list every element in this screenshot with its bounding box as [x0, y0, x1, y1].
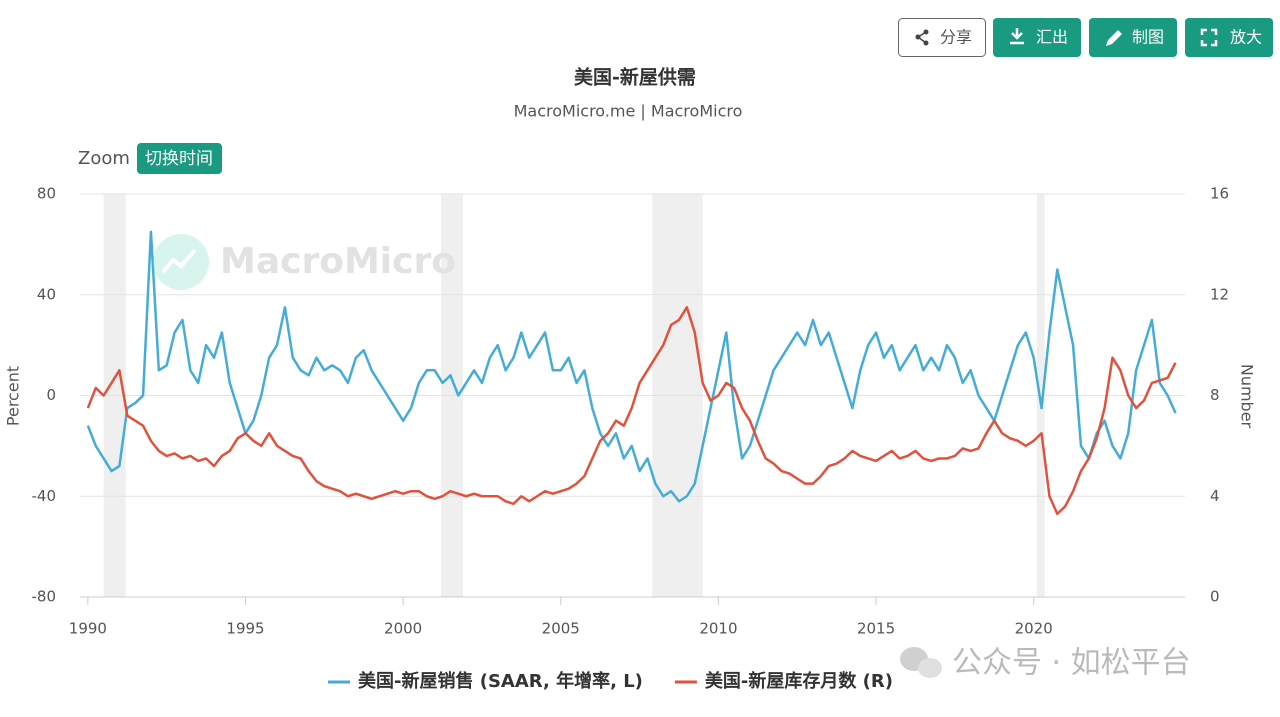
y2-tick-label: 8: [1210, 386, 1220, 404]
footer-watermark: 公众号 · 如松平台: [952, 646, 1191, 681]
x-tick-label: 2010: [699, 620, 737, 638]
export-button[interactable]: 汇出: [993, 18, 1081, 57]
y2-tick-label: 16: [1210, 185, 1229, 203]
x-tick-label: 2000: [384, 620, 422, 638]
chart-title: 美国-新屋供需: [574, 66, 696, 89]
x-tick-label: 2020: [1015, 620, 1053, 638]
plot: -80 -40 0 40 80 0 4 8 12 16 1990 1995 2000 2005 2010 20…: [32, 185, 1230, 638]
zoom-button[interactable]: [137, 143, 222, 174]
y2-axis-label: Number: [1238, 364, 1257, 429]
x-tick-label: 1995: [226, 620, 264, 638]
y-tick-label: -40: [32, 487, 57, 505]
wechat-icon: [900, 647, 942, 678]
legend-label: 美国-新屋销售 (SAAR, 年增率, L): [358, 670, 643, 692]
zoom-label: Zoom: [78, 148, 130, 169]
y2-tick-label: 4: [1210, 487, 1220, 505]
y-tick-label: 80: [37, 185, 56, 203]
legend: 美国-新屋销售 (SAAR, 年增率, L) 美国-新屋库存月数 (R): [328, 670, 893, 692]
y-axis-label: Percent: [4, 366, 23, 426]
y-tick-label: -80: [32, 588, 57, 606]
button-label[interactable]: 放大: [1230, 28, 1262, 47]
x-tick-label: 2015: [857, 620, 895, 638]
zoom-button-label[interactable]: 切换时间: [145, 149, 213, 169]
button-label[interactable]: 汇出: [1036, 28, 1068, 47]
x-tick-label: 1990: [69, 620, 107, 638]
y-tick-label: 0: [46, 386, 56, 404]
button-label[interactable]: 制图: [1132, 28, 1164, 47]
share-button[interactable]: 分享: [898, 18, 986, 57]
watermark: MacroMicro: [220, 241, 456, 282]
series-line: [86, 306, 1177, 516]
y2-tick-label: 0: [1210, 588, 1220, 606]
zoom-full-button[interactable]: 放大: [1185, 18, 1273, 57]
y2-tick-label: 12: [1210, 285, 1229, 303]
y-tick-label: 40: [37, 285, 56, 303]
x-tick-label: 2005: [542, 620, 580, 638]
watermark-logo: [153, 234, 209, 290]
button-label[interactable]: 分享: [940, 28, 972, 47]
legend-label: 美国-新屋库存月数 (R): [705, 670, 893, 692]
chart-subtitle: MacroMicro.me | MacroMicro: [514, 102, 743, 121]
draw-button[interactable]: 制图: [1089, 18, 1177, 57]
